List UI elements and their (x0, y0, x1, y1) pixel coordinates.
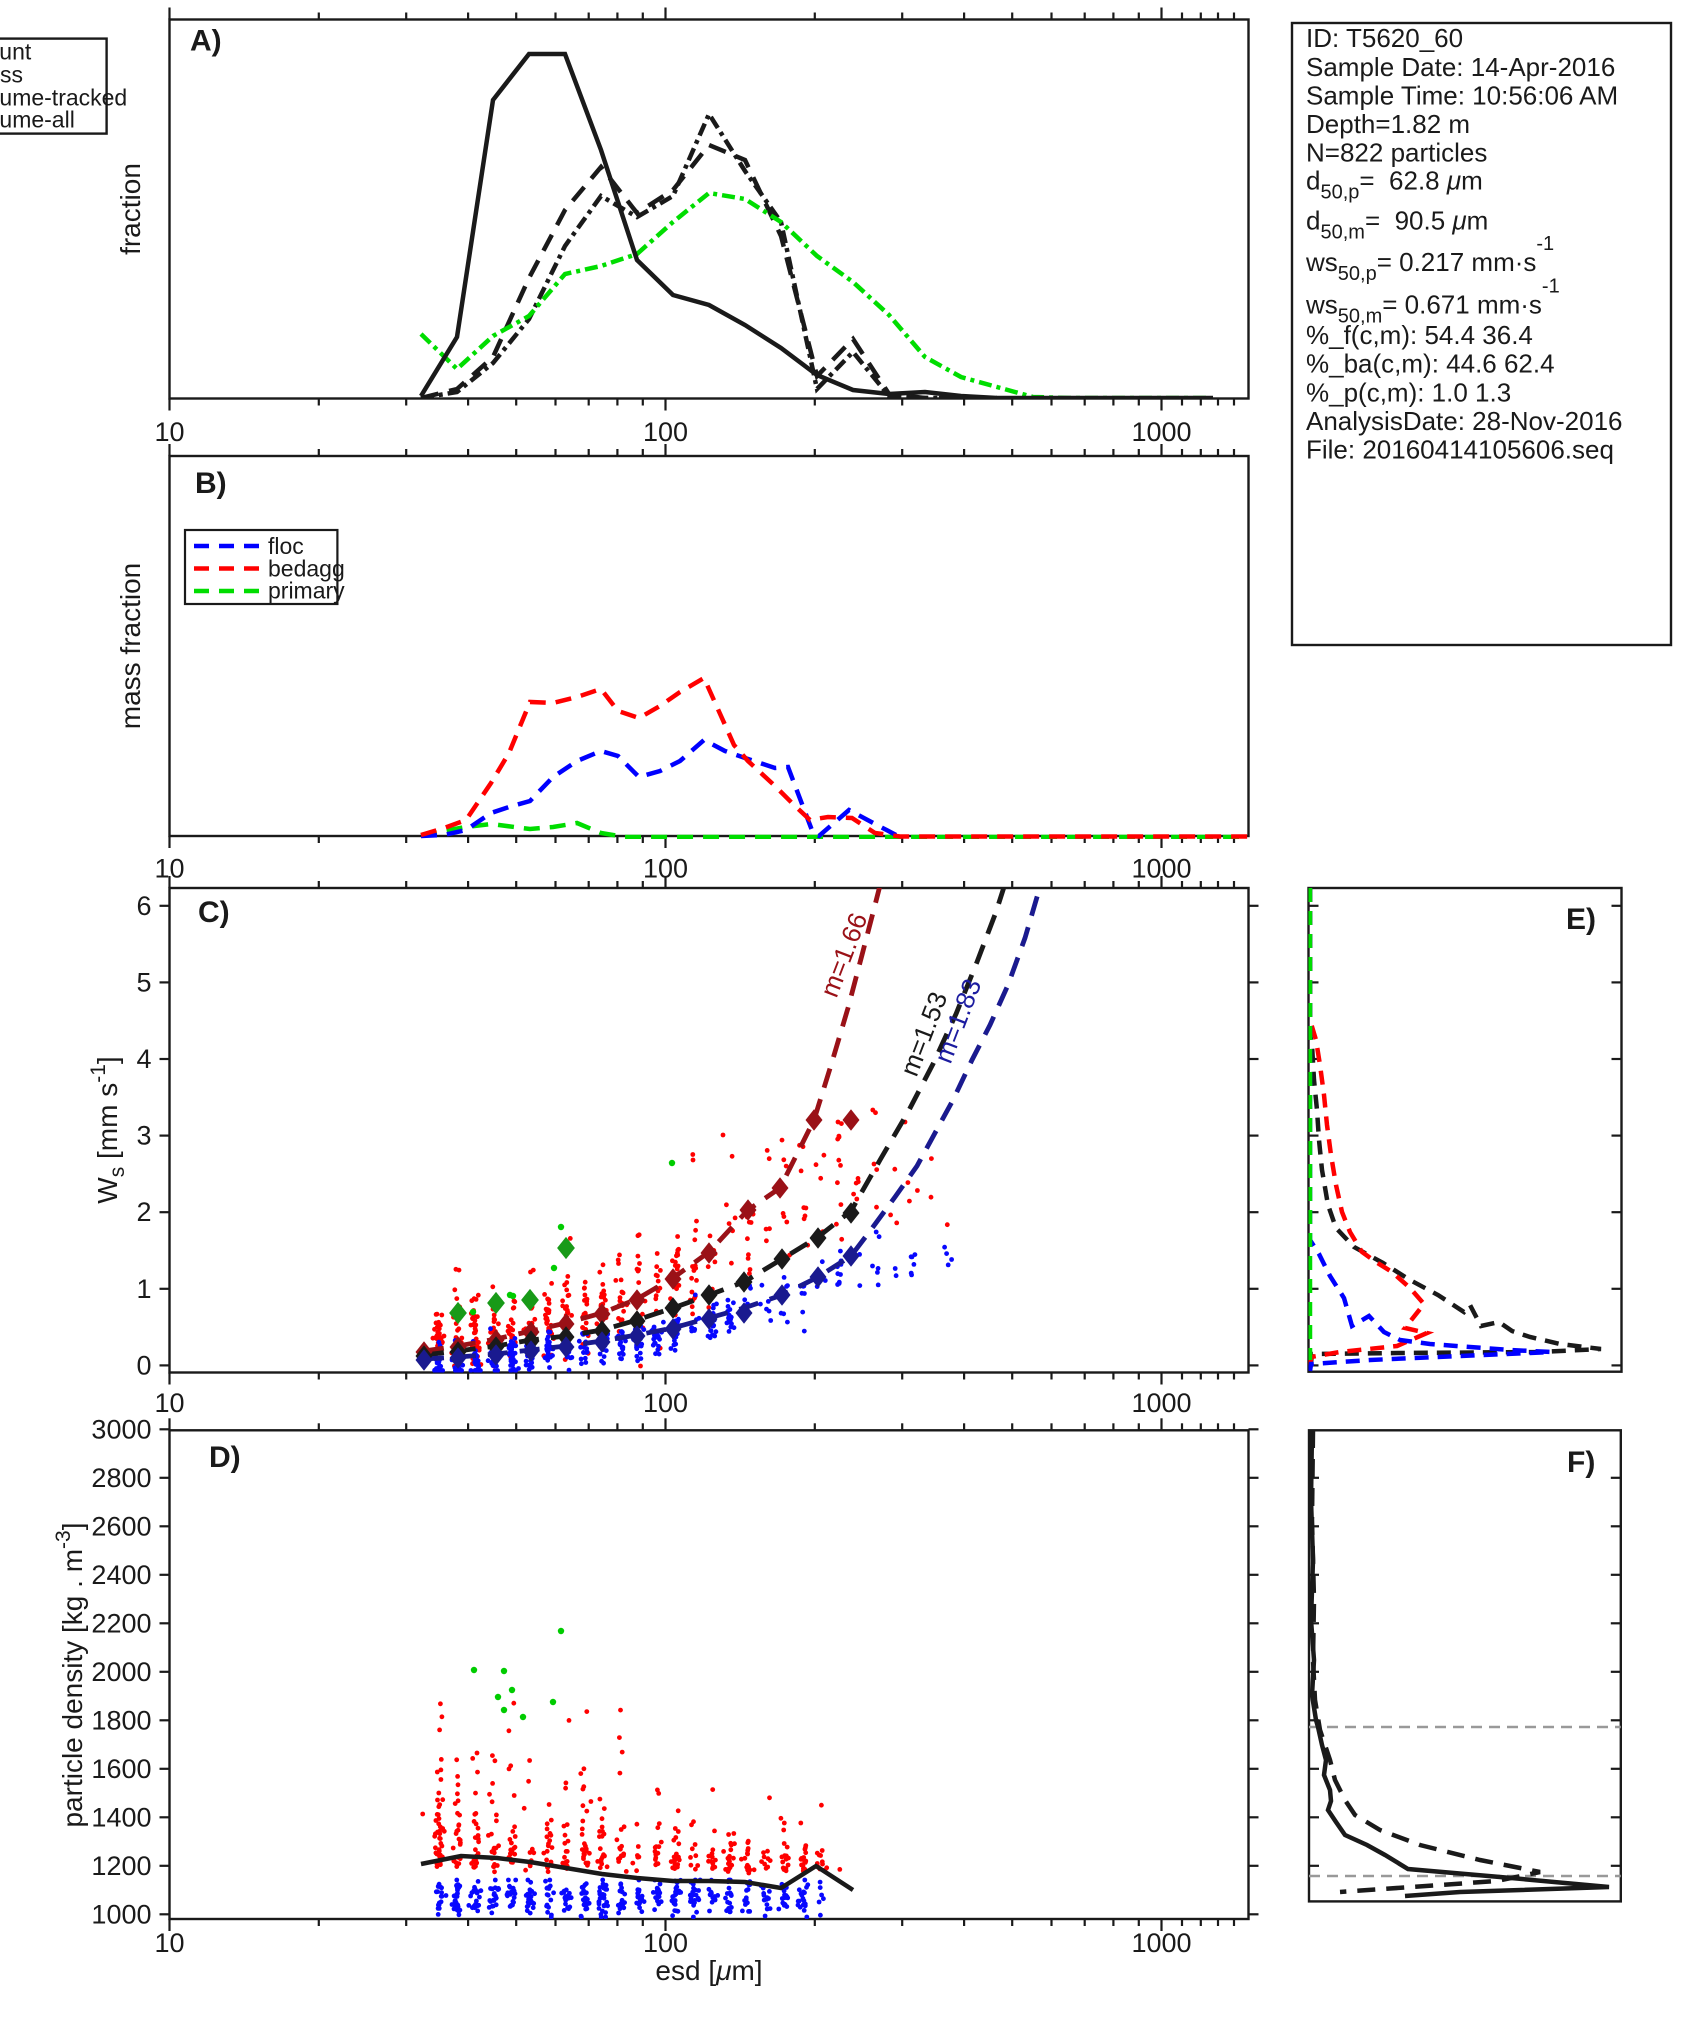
svg-text:10: 10 (154, 417, 184, 447)
svg-text:10: 10 (154, 1928, 184, 1958)
svg-text:mass fraction: mass fraction (115, 563, 146, 730)
svg-text:particle density [kg . m-3]: particle density [kg . m-3] (52, 1522, 88, 1827)
svg-text:volume-all: volume-all (0, 107, 75, 133)
svg-text:esd [μm]: esd [μm] (655, 1955, 762, 1986)
svg-text:File: 20160414105606.seq: File: 20160414105606.seq (1306, 435, 1614, 465)
svg-text:1000: 1000 (1131, 417, 1191, 447)
svg-text:E): E) (1566, 903, 1596, 936)
svg-text:100: 100 (643, 1388, 688, 1418)
svg-text:1: 1 (136, 1274, 151, 1304)
svg-text:3000: 3000 (91, 1414, 151, 1444)
svg-text:0: 0 (136, 1350, 151, 1380)
svg-text:1200: 1200 (91, 1851, 151, 1881)
svg-text:6: 6 (136, 891, 151, 921)
svg-text:1000: 1000 (1131, 1928, 1191, 1958)
svg-text:bedagg: bedagg (268, 556, 345, 582)
svg-text:1000: 1000 (1131, 1388, 1191, 1418)
svg-text:ID: T5620_60: ID: T5620_60 (1306, 23, 1463, 53)
svg-text:Depth=1.82 m: Depth=1.82 m (1306, 109, 1470, 139)
svg-text:AnalysisDate: 28-Nov-2016: AnalysisDate: 28-Nov-2016 (1306, 406, 1623, 436)
svg-text:N=822 particles: N=822 particles (1306, 138, 1487, 168)
svg-text:D): D) (209, 1441, 241, 1474)
svg-text:%_f(c,m): 54.4 36.4: %_f(c,m): 54.4 36.4 (1306, 320, 1533, 350)
svg-text:Ws [mm s-1]: Ws [mm s-1] (87, 1056, 129, 1203)
svg-text:B): B) (195, 467, 227, 500)
svg-text:volume-tracked: volume-tracked (0, 85, 127, 111)
svg-text:mass: mass (0, 61, 23, 87)
svg-text:3: 3 (136, 1121, 151, 1151)
svg-text:A): A) (190, 25, 222, 58)
svg-text:1000: 1000 (91, 1899, 151, 1929)
svg-text:Sample Date: 14-Apr-2016: Sample Date: 14-Apr-2016 (1306, 52, 1615, 82)
svg-text:1400: 1400 (91, 1802, 151, 1832)
svg-text:4: 4 (136, 1044, 151, 1074)
svg-text:Sample Time: 10:56:06 AM: Sample Time: 10:56:06 AM (1306, 81, 1618, 111)
svg-text:primary: primary (268, 578, 345, 604)
svg-text:2200: 2200 (91, 1608, 151, 1638)
svg-text:2: 2 (136, 1197, 151, 1227)
svg-text:2600: 2600 (91, 1511, 151, 1541)
svg-text:C): C) (198, 896, 230, 929)
svg-text:floc: floc (268, 533, 304, 559)
svg-text:F): F) (1567, 1446, 1595, 1479)
svg-text:10: 10 (154, 1388, 184, 1418)
svg-text:2000: 2000 (91, 1657, 151, 1687)
svg-text:fraction: fraction (115, 163, 146, 255)
svg-text:%_ba(c,m): 44.6 62.4: %_ba(c,m): 44.6 62.4 (1306, 349, 1555, 379)
svg-text:2800: 2800 (91, 1463, 151, 1493)
svg-text:100: 100 (643, 1928, 688, 1958)
svg-text:%_p(c,m): 1.0 1.3: %_p(c,m): 1.0 1.3 (1306, 378, 1511, 408)
svg-text:count: count (0, 39, 32, 65)
svg-text:5: 5 (136, 967, 151, 997)
svg-text:1600: 1600 (91, 1754, 151, 1784)
svg-text:2400: 2400 (91, 1560, 151, 1590)
svg-text:1800: 1800 (91, 1705, 151, 1735)
svg-text:100: 100 (643, 417, 688, 447)
